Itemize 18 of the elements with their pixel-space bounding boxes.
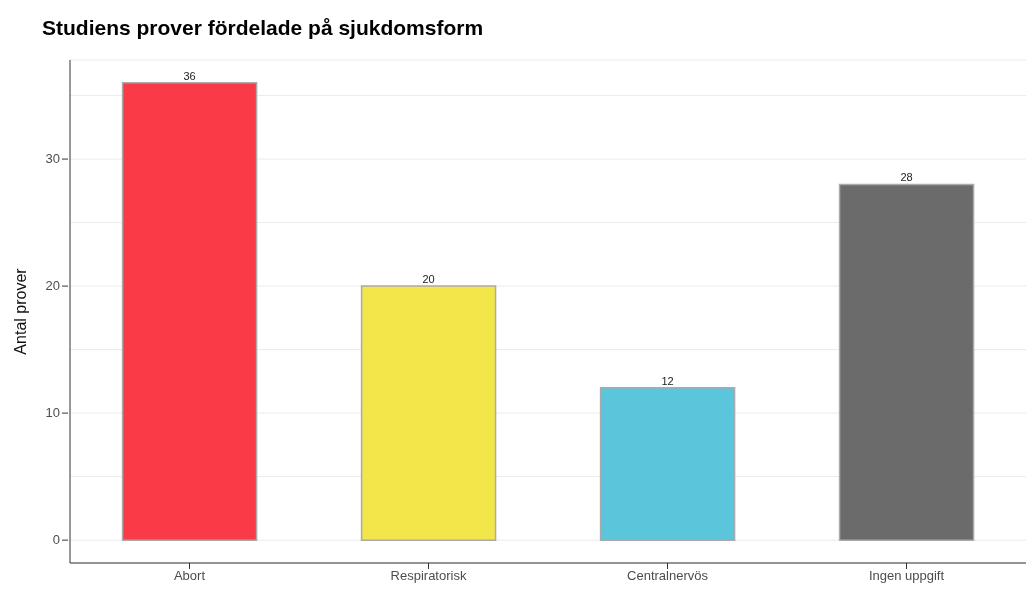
x-tick-label: Abort [173,568,206,584]
chart-title: Studiens prover fördelade på sjukdomsform [41,15,485,41]
data-label: 20 [422,273,435,286]
y-tick-label: 20 [45,278,60,294]
y-tick-label: 30 [45,151,60,167]
data-label: 28 [900,171,913,184]
bar [599,386,736,541]
bar [360,285,497,541]
y-axis-title: Antal prover [11,267,29,355]
x-tick-label: Respiratorisk [390,568,467,584]
data-label: 36 [183,69,196,82]
x-tick-label: Ingen uppgift [868,568,945,584]
y-tick-label: 10 [45,405,60,421]
x-tick-label: Centralnervös [627,568,709,584]
bar [838,183,975,541]
bar [121,82,258,541]
data-label: 12 [661,374,674,387]
y-tick-label: 0 [52,532,60,548]
